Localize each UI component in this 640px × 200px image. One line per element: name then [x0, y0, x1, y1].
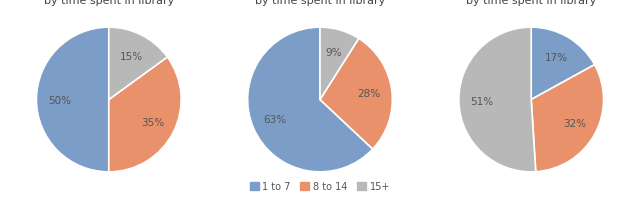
Title: Proportion of all students
by time spent in library: Proportion of all students by time spent… [38, 0, 179, 6]
Title: Proportion of postgraduates
by time spent in library: Proportion of postgraduates by time spen… [453, 0, 609, 6]
Wedge shape [320, 28, 359, 100]
Wedge shape [531, 28, 595, 100]
Title: Proportion of undergraduates
by time spent in library: Proportion of undergraduates by time spe… [237, 0, 403, 6]
Text: 51%: 51% [470, 97, 493, 107]
Text: 28%: 28% [357, 89, 380, 99]
Wedge shape [320, 39, 392, 149]
Wedge shape [36, 28, 109, 172]
Wedge shape [109, 28, 167, 100]
Text: 32%: 32% [563, 119, 586, 129]
Wedge shape [459, 28, 536, 172]
Text: 35%: 35% [141, 117, 164, 127]
Wedge shape [109, 58, 181, 172]
Legend: 1 to 7, 8 to 14, 15+: 1 to 7, 8 to 14, 15+ [246, 177, 394, 195]
Text: 9%: 9% [326, 48, 342, 58]
Wedge shape [248, 28, 372, 172]
Text: 15%: 15% [120, 51, 143, 61]
Wedge shape [531, 65, 604, 172]
Text: 17%: 17% [545, 53, 568, 63]
Text: 50%: 50% [48, 95, 71, 105]
Text: 63%: 63% [263, 114, 287, 124]
